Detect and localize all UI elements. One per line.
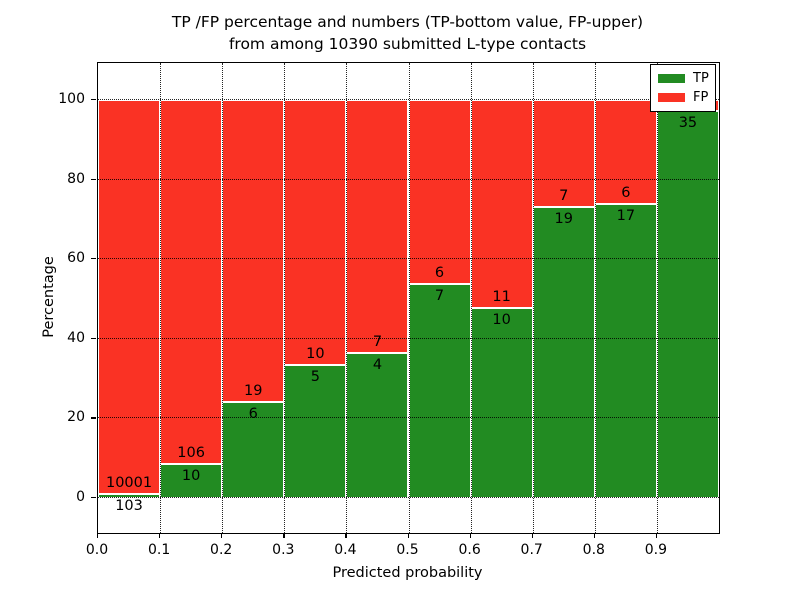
fp-count-label: 106: [177, 444, 205, 461]
tp-count-label: 6: [248, 406, 258, 423]
x-tick-label: 0.5: [396, 542, 419, 558]
tp-count-label: 17: [616, 207, 636, 224]
y-tick-mark: [91, 337, 96, 340]
tp-count-label: 35: [678, 115, 698, 132]
fp-bar-segment: [532, 100, 595, 208]
chart-title-line2: from among 10390 submitted L-type contac…: [228, 35, 587, 53]
y-tick-mark: [91, 496, 96, 499]
vertical-gridline: [594, 63, 596, 533]
horizontal-gridline: [98, 496, 719, 498]
x-tick-mark: [221, 533, 223, 538]
fp-count-label: 10001: [105, 474, 153, 491]
tp-bar-segment: [656, 111, 719, 498]
fp-count-label: 7: [559, 188, 569, 205]
y-tick-label: 80: [67, 170, 85, 187]
fp-bar-segment: [346, 100, 409, 354]
fp-count-label: 11: [492, 289, 511, 306]
fp-color-swatch: [658, 93, 685, 102]
tp-count-label: 7: [434, 287, 445, 304]
chart-title-line1: TP /FP percentage and numbers (TP-bottom…: [171, 13, 644, 31]
vertical-gridline: [346, 63, 348, 533]
fp-bar-segment: [408, 100, 471, 284]
tp-bar-segment: [222, 402, 285, 498]
fp-count-label: 6: [621, 184, 631, 201]
x-tick-label: 0.6: [458, 542, 481, 558]
fp-bar-segment: [160, 100, 223, 464]
fp-bar-segment: [284, 100, 347, 366]
tp-count-label: 5: [310, 369, 320, 386]
horizontal-gridline: [98, 258, 719, 260]
legend-item-fp: FP: [651, 91, 715, 104]
fp-bar-segment: [470, 100, 533, 309]
tp-count-label: 103: [115, 497, 143, 514]
horizontal-gridline: [98, 337, 719, 339]
x-tick-mark: [593, 533, 596, 538]
x-tick-mark: [655, 533, 658, 538]
fp-bar-segment: [222, 100, 285, 403]
tp-count-label: 10: [492, 312, 511, 329]
vertical-gridline: [656, 63, 658, 533]
x-tick-label: 0.4: [334, 542, 357, 558]
x-tick-label: 0.7: [520, 542, 543, 558]
tp-bar-segment: [346, 353, 409, 498]
x-tick-mark: [531, 533, 533, 538]
y-tick-mark: [91, 178, 96, 180]
fp-count-label: 6: [434, 264, 445, 281]
y-tick-label: 20: [67, 409, 85, 426]
vertical-gridline: [222, 63, 224, 533]
y-tick-label: 60: [67, 250, 85, 267]
y-tick-label: 100: [58, 91, 85, 107]
x-tick-label: 0.1: [147, 542, 171, 558]
fp-count-label: 19: [244, 383, 263, 400]
x-tick-label: 0.0: [85, 542, 109, 558]
y-tick-mark: [91, 99, 96, 101]
tp-count-label: 4: [372, 357, 383, 374]
x-tick-label: 0.3: [272, 542, 295, 558]
x-tick-mark: [159, 533, 161, 538]
x-tick-label: 0.9: [644, 542, 668, 558]
fp-count-label: 7: [372, 334, 383, 351]
fp-bar-segment: [98, 100, 161, 494]
legend-item-tp: TP: [651, 72, 715, 85]
horizontal-gridline: [98, 178, 719, 180]
tp-bar-segment: [594, 203, 657, 498]
x-axis-label: Predicted probability: [332, 565, 483, 581]
horizontal-gridline: [98, 99, 719, 101]
tp-color-swatch: [658, 74, 685, 83]
y-axis-label: Percentage: [41, 256, 57, 338]
plot-area: 10001 103 106 10 19 6 10 5 7 4 6 7 11 10 7 19 6 17 35 TP F…: [97, 62, 720, 534]
vertical-gridline: [532, 63, 534, 533]
y-tick-mark: [91, 258, 96, 260]
y-tick-label: 40: [67, 329, 85, 346]
tp-bar-segment: [470, 308, 533, 498]
x-tick-mark: [407, 533, 409, 538]
vertical-gridline: [470, 63, 472, 533]
legend: TP FP: [650, 64, 716, 112]
y-tick-mark: [91, 417, 96, 419]
tp-bar-segment: [532, 207, 595, 498]
horizontal-gridline: [98, 417, 719, 419]
x-tick-mark: [345, 533, 347, 538]
fp-bar-segment: [594, 100, 657, 204]
legend-label-fp: FP: [693, 90, 709, 105]
x-tick-label: 0.2: [210, 542, 233, 558]
y-tick-label: 0: [76, 488, 85, 505]
x-tick-mark: [283, 533, 285, 538]
vertical-gridline: [160, 63, 162, 533]
tp-bar-segment: [408, 283, 471, 498]
tp-count-label: 10: [181, 467, 201, 484]
x-tick-mark: [469, 533, 471, 538]
tp-bar-segment: [284, 365, 347, 498]
legend-label-tp: TP: [693, 71, 709, 86]
vertical-gridline: [284, 63, 286, 533]
fp-count-label: 10: [306, 346, 325, 363]
x-tick-label: 0.8: [582, 542, 605, 558]
tp-count-label: 19: [554, 211, 573, 228]
vertical-gridline: [408, 63, 410, 533]
x-tick-mark: [97, 533, 99, 538]
